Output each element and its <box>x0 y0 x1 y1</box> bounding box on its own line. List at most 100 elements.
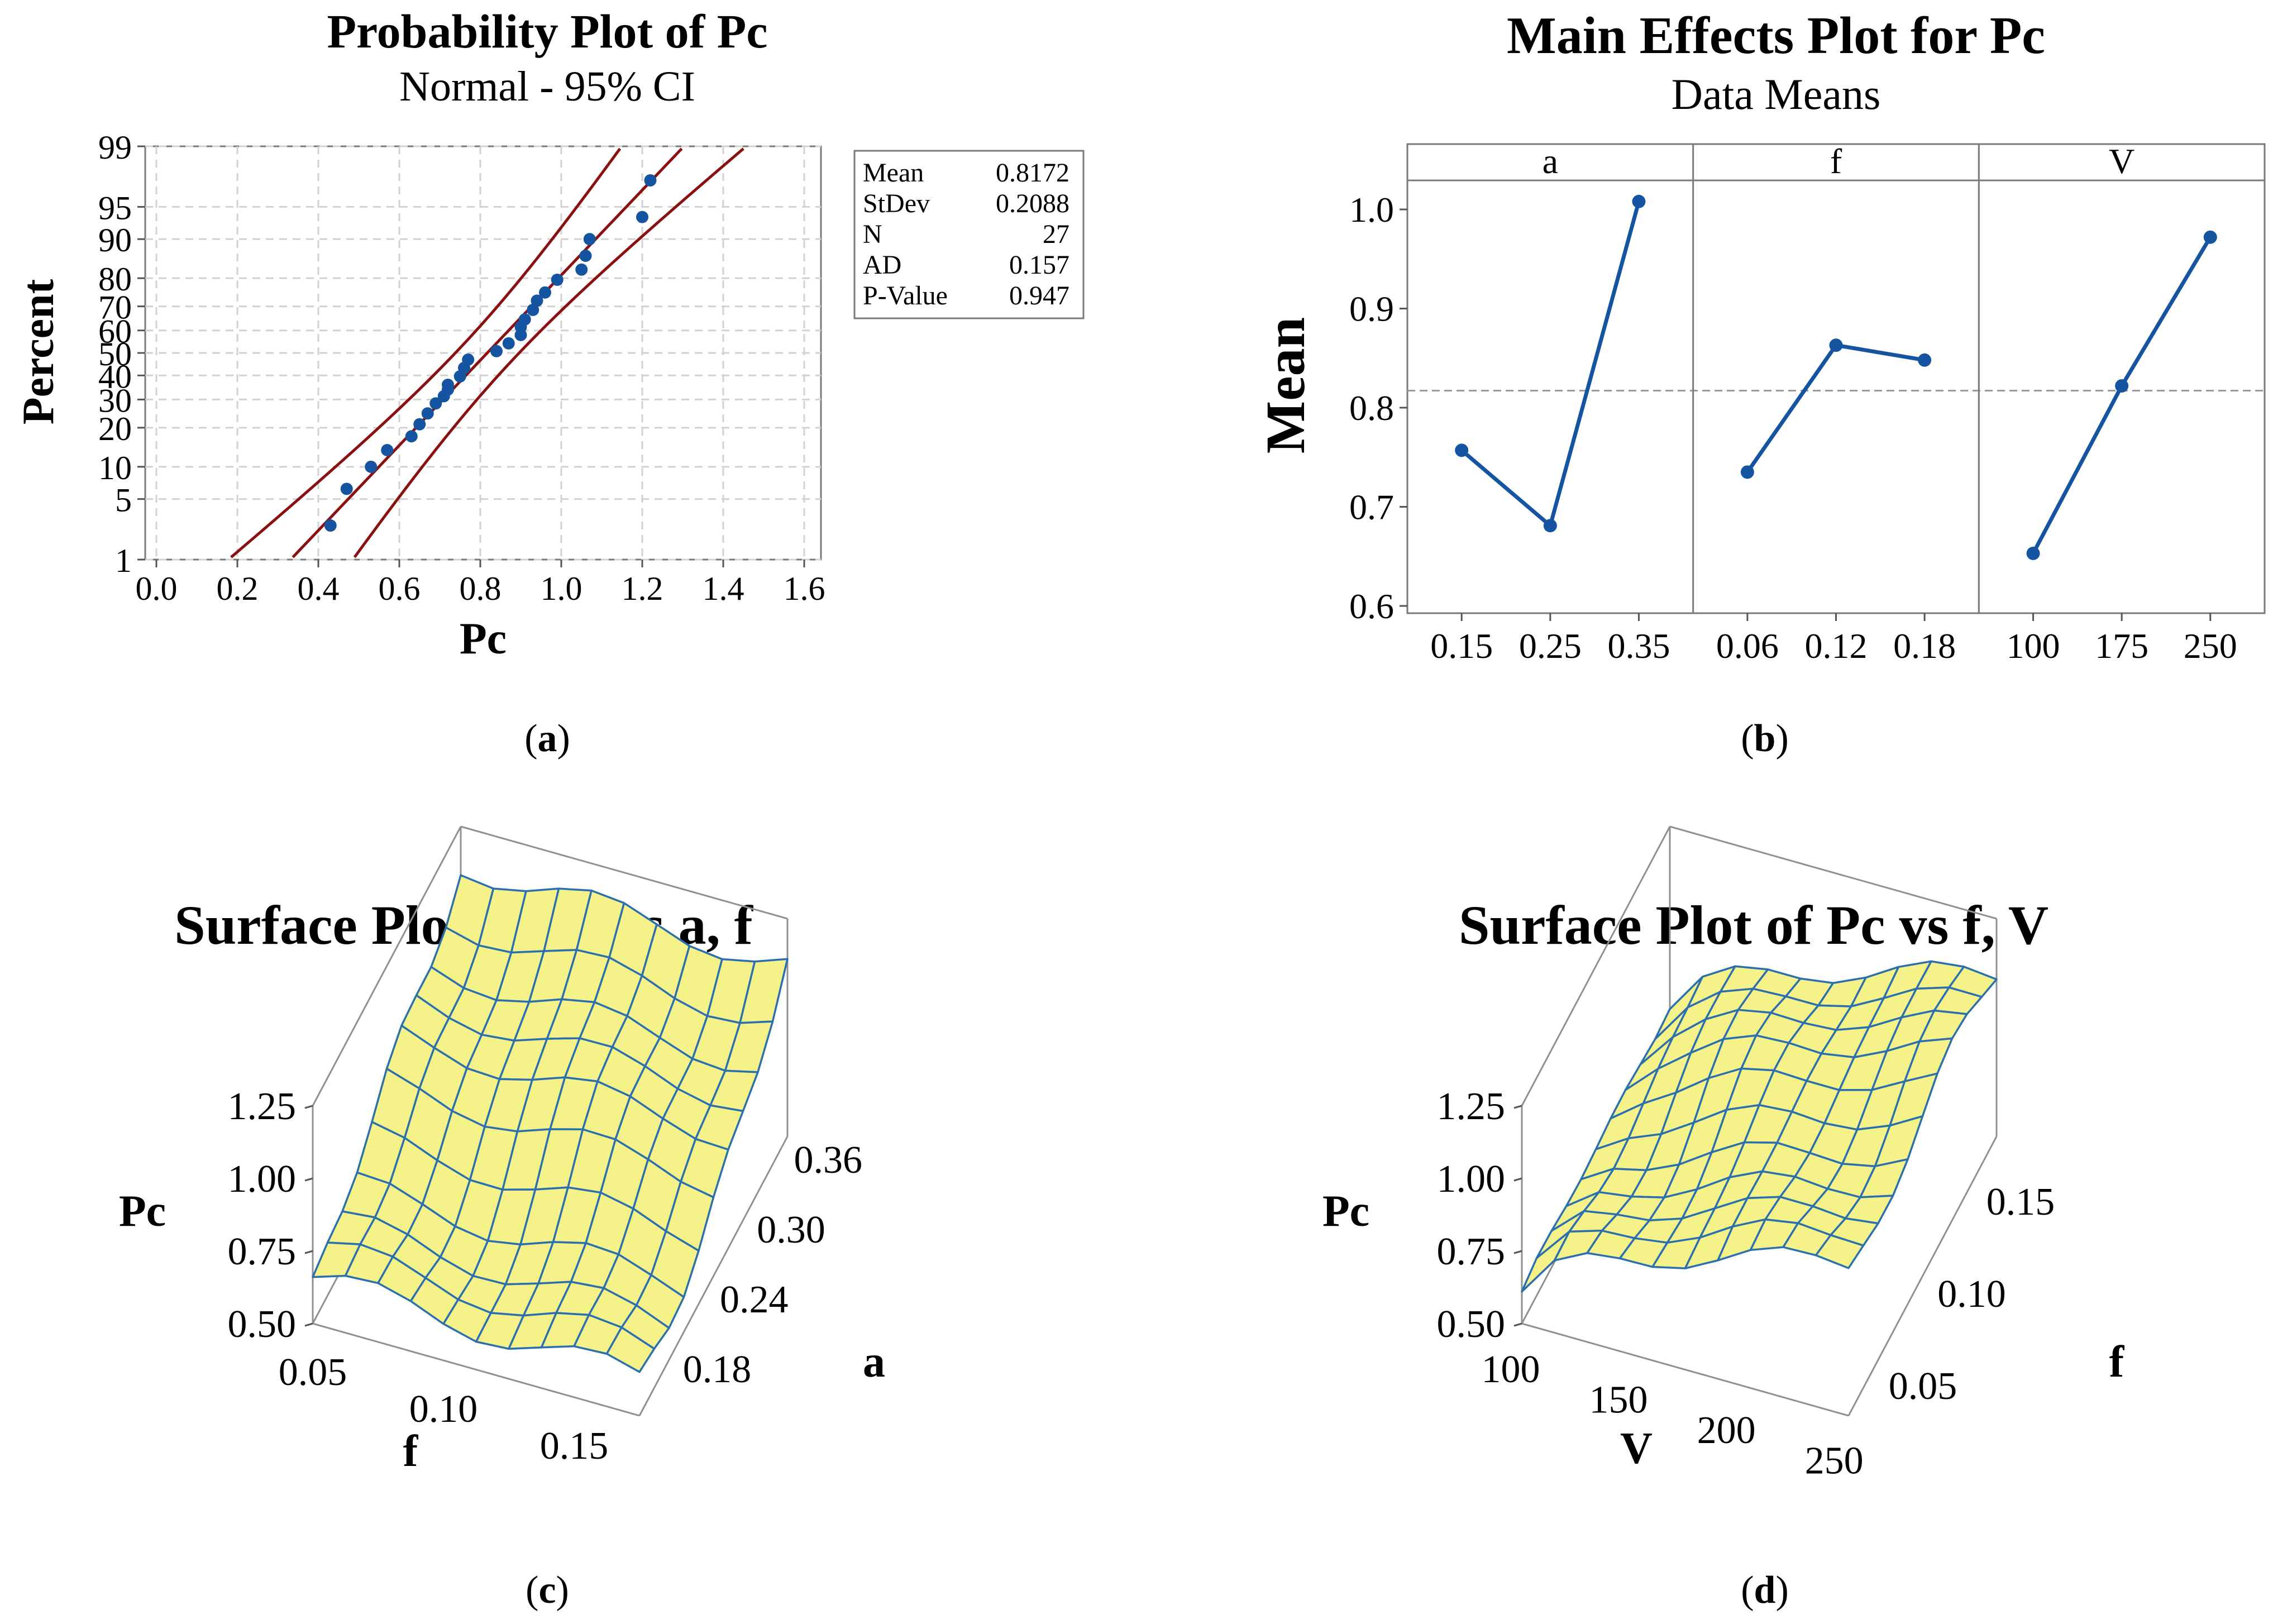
surface-z-tick-label: 0.50 <box>1437 1303 1506 1346</box>
prob-data-point <box>324 519 337 532</box>
prob-y-tick-label: 30 <box>98 382 132 419</box>
box-edge <box>1847 1136 1998 1416</box>
prob-plot-subtitle: Normal - 95% CI <box>399 63 695 110</box>
prob-lo-line <box>230 147 622 558</box>
surface-d-y-tick-label: 0.05 <box>1889 1365 1957 1408</box>
effects-y-tick-label: 0.6 <box>1349 586 1394 626</box>
prob-y-tick-label: 40 <box>98 358 132 395</box>
prob-data-point <box>421 407 434 420</box>
surface-z-tick-mark <box>304 1322 313 1327</box>
surface-c-y-tick-label: 0.18 <box>683 1348 752 1391</box>
effects-point-V <box>2026 546 2040 560</box>
panel-b-caption: (b) <box>1741 717 1789 760</box>
effects-x-tick-label: 0.25 <box>1519 626 1582 666</box>
prob-x-ticks: 0.0 0.2 0.4 0.6 0.8 1.0 1.2 1.4 1.6 <box>136 560 825 607</box>
surface-z-tick-label: 0.75 <box>228 1230 297 1273</box>
stats-value: 0.157 <box>1009 250 1069 280</box>
effects-point-a <box>1455 443 1469 457</box>
prob-x-tick-label: 0.2 <box>217 570 259 607</box>
effects-x-tick-label: 100 <box>2007 626 2060 666</box>
prob-data-point <box>405 430 418 443</box>
surface-d-box <box>1521 825 1998 1417</box>
stats-value: 0.947 <box>1009 281 1069 311</box>
box-edge <box>312 826 462 1106</box>
prob-points <box>324 174 657 532</box>
prob-data-point <box>527 303 539 316</box>
surface-mesh-cell <box>1814 1234 1865 1269</box>
prob-x-grid <box>155 146 805 560</box>
surface-plot-f-v: Surface Plot of Pc vs f, V 1.25 1.00 0.75 0… <box>1322 825 2125 1612</box>
prob-data-point <box>531 294 543 307</box>
effects-x-tick-label: 0.35 <box>1607 626 1670 666</box>
prob-data-point <box>413 418 426 431</box>
surface-c-x-tick-label: 0.05 <box>279 1351 347 1394</box>
prob-data-point <box>490 345 503 357</box>
panel-a-caption: (a) <box>524 717 570 760</box>
surface-c-x-tick-label: 0.10 <box>409 1388 478 1431</box>
stats-label: AD <box>863 250 901 280</box>
prob-x-tick-label: 0.4 <box>298 570 340 607</box>
surface-d-mesh <box>1521 960 1998 1293</box>
box-edge <box>638 1136 789 1416</box>
stats-legend: Mean 0.8172 StDev 0.2088 N 27 AD 0.157 P-Value 0.… <box>863 158 1069 311</box>
surface-c-y-tick-label: 0.36 <box>794 1139 862 1182</box>
prob-data-point <box>575 263 588 276</box>
surface-d-y-tick-label: 0.10 <box>1937 1273 2006 1316</box>
surface-c-y-tick-label: 0.24 <box>720 1278 789 1321</box>
prob-x-tick-label: 1.6 <box>784 570 825 607</box>
probability-plot: Probability Plot of Pc Normal - 95% CI 1… <box>14 4 1085 760</box>
surface-c-y-label: a <box>863 1338 885 1387</box>
effects-point-f <box>1829 338 1843 352</box>
surface-c-mesh <box>312 874 789 1373</box>
prob-y-tick-label: 60 <box>98 313 132 350</box>
surface-d-y-label: f <box>2109 1338 2125 1387</box>
main-effects-subtitle: Data Means <box>1672 70 1881 118</box>
prob-data-point <box>579 250 592 262</box>
prob-y-tick-label: 90 <box>98 222 132 259</box>
main-effects-title: Main Effects Plot for Pc <box>1507 7 2045 65</box>
effects-x-tick-label: 0.12 <box>1805 626 1868 666</box>
surface-z-tick-label: 1.00 <box>1437 1158 1506 1201</box>
prob-plot-title: Probability Plot of Pc <box>327 4 767 58</box>
surface-d-y-tick-label: 0.15 <box>1987 1181 2055 1224</box>
prob-hi-line <box>353 147 744 558</box>
stats-label: Mean <box>863 158 924 188</box>
surface-d-x-tick-label: 150 <box>1589 1378 1648 1421</box>
prob-y-tick-label: 95 <box>98 189 132 226</box>
effects-strip-label-V: V <box>2109 141 2134 181</box>
effects-point-a <box>1543 519 1557 533</box>
prob-data-point <box>340 483 353 495</box>
main-effects-area <box>1406 143 2266 614</box>
effects-point-a <box>1632 194 1646 208</box>
main-effects-panels: a 0.15 0.25 0.35 f 0.06 0.12 0.18 V 100 175 250 <box>1407 141 2265 666</box>
effects-y-tick-label: 0.7 <box>1349 488 1394 527</box>
main-effects-plot: Main Effects Plot for Pc Data Means a 0.1… <box>1254 7 2266 760</box>
prob-y-tick-label: 20 <box>98 410 132 447</box>
surface-c-z-label: Pc <box>119 1187 166 1236</box>
prob-data-point <box>644 174 657 187</box>
effects-x-tick-label: 175 <box>2095 626 2148 666</box>
surface-d-x-tick-label: 200 <box>1697 1409 1756 1452</box>
surface-z-tick-label: 1.25 <box>1437 1085 1506 1128</box>
surface-z-tick-mark <box>304 1105 313 1109</box>
surface-d-x-label: V <box>1620 1424 1653 1473</box>
prob-data-point <box>518 313 531 326</box>
box-edge <box>1669 825 1997 920</box>
effects-y-tick-label: 0.9 <box>1349 289 1394 329</box>
prob-x-tick-label: 0.8 <box>460 570 502 607</box>
effects-point-f <box>1918 353 1932 367</box>
surface-z-tick-mark <box>1513 1322 1522 1327</box>
box-edge <box>312 1322 640 1417</box>
surface-z-tick-label: 1.00 <box>228 1158 297 1201</box>
prob-y-label: Percent <box>14 279 63 424</box>
prob-ci-lines <box>230 147 744 558</box>
surface-z-tick-mark <box>304 1177 313 1182</box>
surface-c-y-tick-label: 0.30 <box>757 1209 825 1252</box>
prob-data-point <box>502 337 515 350</box>
prob-x-tick-label: 1.0 <box>541 570 582 607</box>
prob-data-point <box>442 379 454 391</box>
effects-strip-label-f: f <box>1830 141 1842 181</box>
effects-x-tick-label: 250 <box>2184 626 2237 666</box>
stats-value: 27 <box>1043 219 1069 249</box>
